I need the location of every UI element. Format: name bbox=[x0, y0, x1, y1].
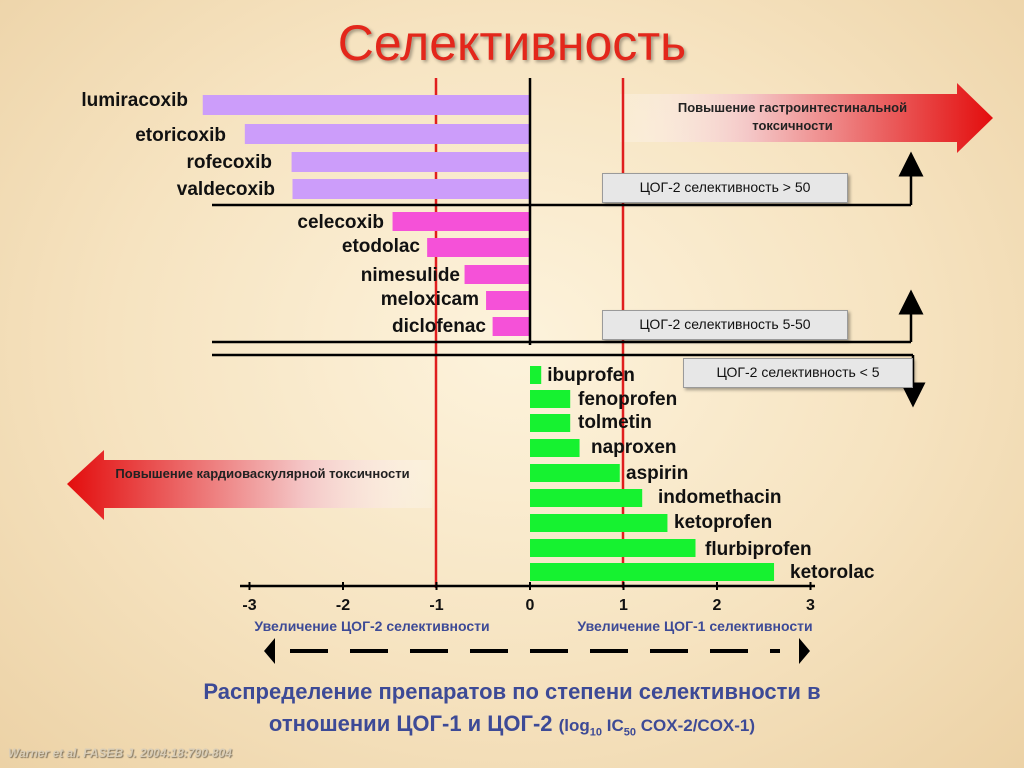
x-axis-ticks: -3 -2 -1 0 1 2 3 bbox=[242, 582, 815, 614]
direction-arrowhead-right bbox=[799, 638, 810, 664]
bar-tolmetin bbox=[530, 414, 571, 432]
bar-meloxicam bbox=[486, 291, 530, 310]
x-label-right: Увеличение ЦОГ-1 селективности bbox=[577, 618, 812, 634]
caption-line-2-text: отношении ЦОГ-1 и ЦОГ-2 bbox=[268, 711, 553, 736]
bar-ibuprofen bbox=[530, 366, 542, 384]
x-label-left: Увеличение ЦОГ-2 селективности bbox=[254, 618, 489, 634]
bar-fenoprofen bbox=[530, 390, 571, 408]
bar-label-ketoprofen: ketoprofen bbox=[674, 512, 772, 533]
bar-label-ibuprofen: ibuprofen bbox=[547, 365, 635, 386]
bar-label-etodolac: etodolac bbox=[342, 236, 421, 257]
bar-lumiracoxib bbox=[202, 95, 530, 115]
bar-label-tolmetin: tolmetin bbox=[578, 412, 652, 433]
gi-toxicity-arrow bbox=[620, 83, 993, 153]
bar-label-lumiracoxib: lumiracoxib bbox=[81, 90, 188, 111]
tick-label-3: 3 bbox=[806, 597, 815, 614]
slide-title: Селективность bbox=[337, 15, 687, 71]
tick-label-1: 1 bbox=[619, 597, 628, 614]
bar-label-valdecoxib: valdecoxib bbox=[177, 179, 275, 200]
bars-layer: lumiracoxib etoricoxib rofecoxib valdecoxib… bbox=[81, 90, 875, 583]
bar-etoricoxib bbox=[244, 124, 530, 144]
caption-formula: (log10 IC50 COX-2/COX-1) bbox=[558, 716, 756, 739]
citation: Warner et al. FASEB J. 2004:18:790-804 bbox=[8, 746, 232, 760]
bar-valdecoxib bbox=[292, 179, 530, 199]
tick-label--3: -3 bbox=[242, 597, 256, 614]
cv-toxicity-label: Повышение кардиоваскулярной токсичности bbox=[115, 466, 410, 481]
bar-label-naproxen: naproxen bbox=[591, 437, 677, 458]
bar-label-ketorolac: ketorolac bbox=[790, 562, 875, 583]
tick-label--1: -1 bbox=[429, 597, 443, 614]
bar-etodolac bbox=[427, 238, 530, 257]
bar-diclofenac bbox=[492, 317, 530, 336]
tick-label--2: -2 bbox=[336, 597, 350, 614]
bar-flurbiprofen bbox=[530, 539, 696, 557]
bar-label-indomethacin: indomethacin bbox=[658, 487, 782, 508]
gi-toxicity-label: Повышение гастроинтестинальной токсичнос… bbox=[677, 100, 908, 133]
cv-toxicity-arrow bbox=[67, 450, 432, 520]
caption-line-1: Распределение препаратов по степени селе… bbox=[203, 679, 821, 704]
bar-label-nimesulide: nimesulide bbox=[361, 265, 460, 286]
caption-line-2: отношении ЦОГ-1 и ЦОГ-2 (log10 IC50 COX-… bbox=[0, 708, 1024, 748]
bar-label-diclofenac: diclofenac bbox=[392, 316, 486, 337]
group-label-mid: ЦОГ-2 селективность 5-50 bbox=[602, 310, 848, 340]
group-label-low: ЦОГ-2 селективность < 5 bbox=[683, 358, 913, 388]
bar-aspirin bbox=[530, 464, 620, 482]
tick-label-0: 0 bbox=[526, 597, 535, 614]
bar-celecoxib bbox=[392, 212, 530, 231]
bar-label-celecoxib: celecoxib bbox=[297, 212, 384, 233]
bar-indomethacin bbox=[530, 489, 643, 507]
bar-label-meloxicam: meloxicam bbox=[381, 289, 479, 310]
bar-rofecoxib bbox=[291, 152, 530, 172]
chart-caption: Распределение препаратов по степени селе… bbox=[0, 676, 1024, 748]
group-label-high: ЦОГ-2 селективность > 50 bbox=[602, 173, 848, 203]
bar-label-flurbiprofen: flurbiprofen bbox=[705, 539, 812, 560]
bar-label-etoricoxib: etoricoxib bbox=[135, 125, 226, 146]
bar-label-aspirin: aspirin bbox=[626, 463, 688, 484]
bar-label-fenoprofen: fenoprofen bbox=[578, 389, 677, 410]
direction-arrowhead-left bbox=[264, 638, 275, 664]
bar-nimesulide bbox=[464, 265, 530, 284]
tick-label-2: 2 bbox=[713, 597, 722, 614]
bar-ketorolac bbox=[530, 563, 775, 581]
bar-ketoprofen bbox=[530, 514, 668, 532]
bar-naproxen bbox=[530, 439, 580, 457]
bar-label-rofecoxib: rofecoxib bbox=[186, 152, 272, 173]
